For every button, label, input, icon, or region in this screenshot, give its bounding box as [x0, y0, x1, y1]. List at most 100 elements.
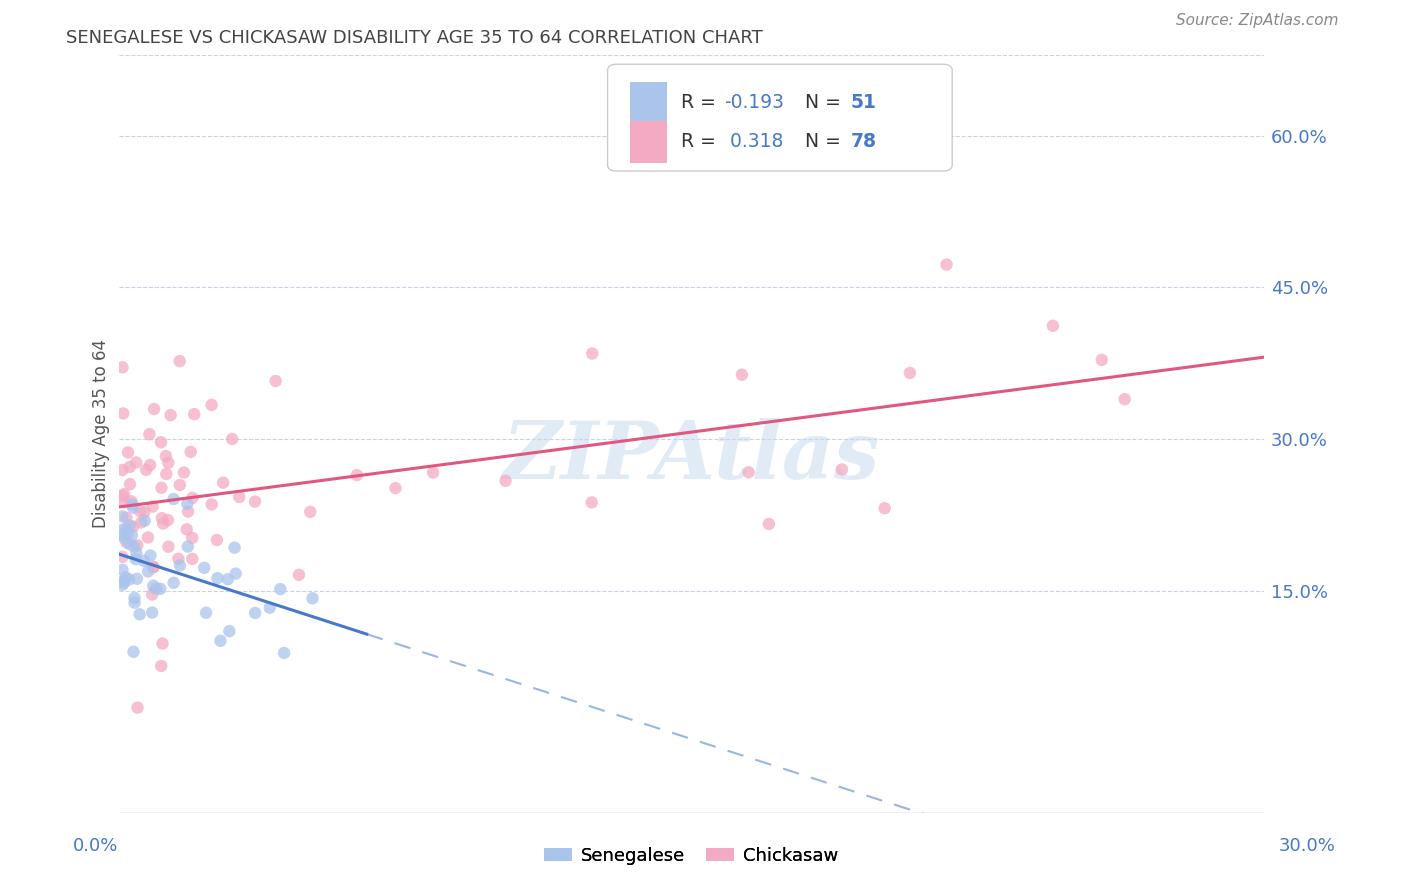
Point — [207, 571, 229, 585]
Text: 0.0%: 0.0% — [73, 837, 118, 855]
Point — [122, 500, 145, 515]
Text: 51: 51 — [851, 93, 876, 112]
Point — [183, 407, 205, 421]
Point — [181, 491, 204, 505]
Point — [139, 458, 162, 472]
Point — [136, 531, 159, 545]
Point — [136, 565, 159, 579]
Point — [181, 552, 204, 566]
Point — [114, 532, 136, 546]
Point — [122, 645, 145, 659]
Point — [225, 566, 247, 581]
Point — [581, 346, 603, 360]
Point — [142, 559, 165, 574]
Point — [142, 560, 165, 574]
Point — [111, 489, 134, 503]
Point — [118, 537, 141, 551]
Point — [132, 554, 155, 568]
Point — [152, 516, 174, 531]
Point — [288, 567, 311, 582]
Point — [115, 535, 138, 549]
Point — [142, 579, 165, 593]
Point — [224, 541, 246, 555]
Point — [758, 516, 780, 531]
Point — [111, 527, 134, 541]
Point — [273, 646, 295, 660]
Point — [169, 354, 191, 368]
Point — [935, 258, 957, 272]
Point — [127, 700, 149, 714]
Point — [218, 624, 240, 639]
FancyBboxPatch shape — [607, 64, 952, 171]
Point — [112, 495, 135, 509]
Point — [134, 505, 156, 519]
Point — [831, 462, 853, 476]
Point — [264, 374, 287, 388]
Text: N =: N = — [804, 93, 846, 112]
Point — [135, 463, 157, 477]
Point — [346, 468, 368, 483]
Point — [122, 540, 145, 554]
Point — [118, 518, 141, 533]
Point — [139, 549, 162, 563]
Point — [243, 606, 266, 620]
Point — [111, 578, 134, 592]
Point — [115, 522, 138, 536]
Text: -0.193: -0.193 — [724, 93, 785, 112]
Point — [120, 494, 142, 508]
FancyBboxPatch shape — [630, 121, 666, 163]
Point — [221, 432, 243, 446]
Point — [115, 510, 138, 524]
Text: 30.0%: 30.0% — [1279, 837, 1336, 855]
Text: 0.318: 0.318 — [724, 132, 783, 152]
Point — [145, 582, 167, 596]
Point — [495, 474, 517, 488]
Point — [143, 402, 166, 417]
Point — [212, 475, 235, 490]
Point — [150, 481, 173, 495]
Point — [138, 427, 160, 442]
Point — [111, 360, 134, 375]
Text: SENEGALESE VS CHICKASAW DISABILITY AGE 35 TO 64 CORRELATION CHART: SENEGALESE VS CHICKASAW DISABILITY AGE 3… — [66, 29, 763, 46]
Point — [177, 540, 200, 554]
Point — [128, 607, 150, 622]
Point — [117, 527, 139, 541]
Point — [201, 398, 224, 412]
Point — [121, 528, 143, 542]
Point — [163, 575, 186, 590]
Point — [112, 487, 135, 501]
Point — [731, 368, 754, 382]
Point — [111, 463, 134, 477]
Point — [301, 591, 323, 606]
Point — [114, 570, 136, 584]
Y-axis label: Disability Age 35 to 64: Disability Age 35 to 64 — [93, 340, 110, 528]
Point — [111, 549, 134, 564]
Point — [176, 522, 198, 536]
Point — [195, 606, 218, 620]
Text: R =: R = — [681, 93, 721, 112]
Point — [118, 460, 141, 475]
Point — [162, 491, 184, 506]
Point — [125, 572, 148, 586]
Point — [149, 582, 172, 596]
Point — [150, 659, 173, 673]
Point — [125, 455, 148, 469]
Text: N =: N = — [804, 132, 846, 152]
Point — [177, 505, 200, 519]
Point — [112, 574, 135, 588]
Point — [141, 587, 163, 601]
Point — [167, 551, 190, 566]
Point — [112, 406, 135, 420]
Point — [193, 561, 215, 575]
Point — [118, 573, 141, 587]
Point — [124, 596, 146, 610]
Point — [122, 519, 145, 533]
Point — [127, 538, 149, 552]
Point — [150, 511, 173, 525]
Point — [228, 490, 250, 504]
Point — [181, 531, 204, 545]
FancyBboxPatch shape — [630, 82, 666, 123]
Point — [118, 477, 141, 491]
Point — [134, 514, 156, 528]
Point — [299, 505, 322, 519]
